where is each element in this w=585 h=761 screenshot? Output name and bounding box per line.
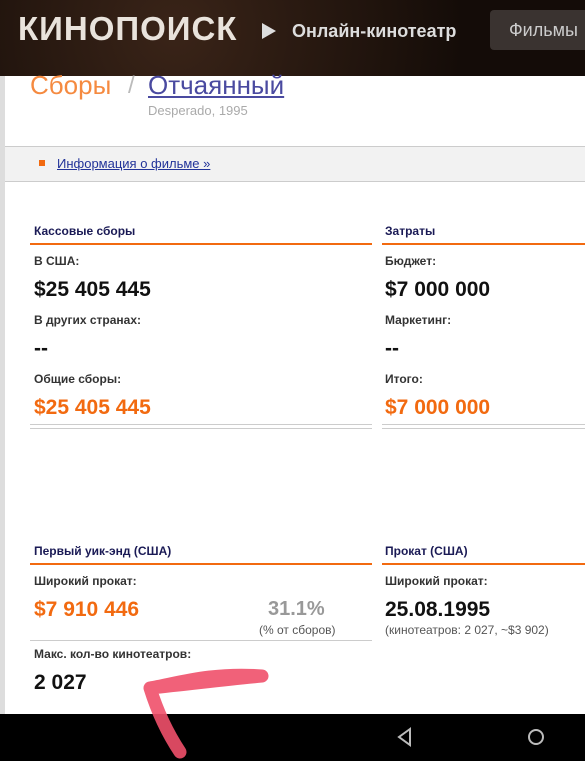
value: $25 405 445 [34, 396, 151, 419]
section-title: Первый уик-энд (США) [34, 544, 172, 558]
section-title: Затраты [385, 224, 436, 238]
info-link[interactable]: Информация о фильме » [57, 156, 211, 171]
value: $25 405 445 [34, 278, 151, 301]
share: 31.1% [268, 598, 325, 620]
divider [30, 640, 372, 641]
breadcrumb-separator: / [128, 72, 135, 99]
underline [30, 243, 372, 245]
info-bar [5, 146, 585, 182]
nav-button[interactable]: Фильмы [490, 10, 585, 50]
section-title: Прокат (США) [385, 544, 468, 558]
value: 2 027 [34, 671, 87, 694]
value: -- [385, 337, 399, 360]
bullet [39, 160, 45, 166]
label: В США: [34, 254, 80, 268]
play-icon [262, 23, 276, 39]
back-button[interactable] [395, 727, 415, 747]
label: В других странах: [34, 313, 141, 327]
label: Бюджет: [385, 254, 437, 268]
label: Общие сборы: [34, 372, 122, 386]
nav-link[interactable]: Онлайн-кинотеатр [292, 21, 457, 41]
release-note: (кинотеатров: 2 027, ~$3 902) [385, 623, 549, 637]
value: 25.08.1995 [385, 598, 491, 621]
breadcrumb-section[interactable]: Сборы [30, 70, 112, 100]
home-button[interactable] [526, 727, 546, 747]
value: -- [34, 337, 48, 360]
underline [30, 563, 372, 565]
system-nav-bar [0, 714, 585, 761]
left-border [0, 76, 5, 714]
value: $7 910 446 [34, 598, 140, 621]
original-title: Desperado, 1995 [148, 103, 248, 118]
share-note: (% от сборов) [259, 623, 336, 637]
value: $7 000 000 [385, 396, 491, 419]
value: $7 000 000 [385, 278, 491, 301]
breadcrumb-film[interactable]: Отчаянный [148, 70, 285, 100]
label: Широкий прокат: [385, 574, 488, 588]
underline [382, 243, 585, 245]
underline [382, 563, 585, 565]
label: Широкий прокат: [34, 574, 137, 588]
section-title: Кассовые сборы [34, 224, 136, 238]
divider [30, 424, 372, 429]
header [0, 0, 585, 76]
label: Макс. кол-во кинотеатров: [34, 647, 192, 661]
divider [382, 424, 585, 429]
label: Маркетинг: [385, 313, 452, 327]
logo[interactable]: КИНОПОИСК [18, 10, 238, 47]
label: Итого: [385, 372, 423, 386]
